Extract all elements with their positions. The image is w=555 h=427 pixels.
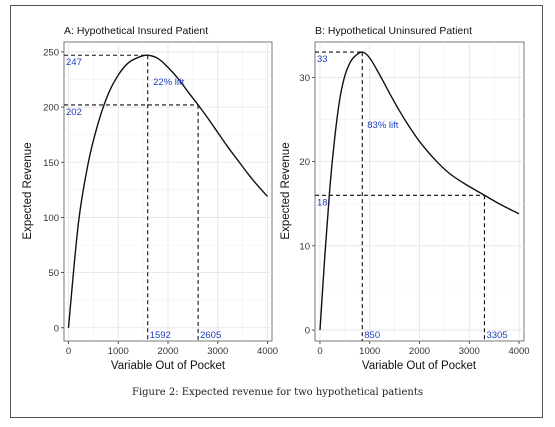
panel-b-xtick-label: 3000: [459, 346, 480, 357]
panel-b-ylabel: Expected Revenue: [280, 142, 292, 239]
panel-a-xtick-label: 0: [66, 346, 71, 357]
panel-a-xtick-label: 2000: [157, 346, 178, 357]
figure-caption: Figure 2: Expected revenue for two hypot…: [132, 387, 423, 398]
panel-b-ytick-label: 0: [305, 326, 310, 337]
panel-b-grid: [315, 42, 524, 341]
panel-a-ticks: 0 1000 2000 3000 4000 0 50 100 150 200 250: [43, 47, 278, 357]
panel-a-xtick-label: 1000: [108, 346, 129, 357]
panel-a-ytick-label: 100: [43, 213, 59, 224]
panel-b-xtick-label: 0: [317, 346, 322, 357]
panel-a: A: Hypothetical Insured Patient 0 1000 200…: [22, 25, 278, 372]
panel-b-ytick-label: 20: [299, 157, 310, 168]
panel-a-ymarker-label: 202: [66, 107, 82, 118]
panel-a-ytick-label: 50: [48, 268, 59, 279]
panel-b-guides: [315, 51, 485, 341]
panel-a-ytick-label: 0: [54, 323, 59, 334]
panel-b: B: Hypothetical Uninsured Patient 0 1000 2…: [280, 25, 530, 372]
panel-b-lift-note: 83% lift: [367, 120, 399, 131]
panel-a-ytick-label: 250: [43, 47, 59, 58]
panel-a-xmarker-label: 1592: [150, 330, 171, 341]
panel-a-title: A: Hypothetical Insured Patient: [64, 25, 208, 37]
panel-a-xtick-label: 4000: [257, 346, 278, 357]
panel-b-series-line: [319, 51, 520, 331]
panel-a-series-line: [67, 54, 269, 328]
panel-b-xlabel: Variable Out of Pocket: [362, 360, 477, 372]
panel-a-annotations: 247 202 1592 2605 22% lift: [66, 57, 221, 341]
panel-b-title: B: Hypothetical Uninsured Patient: [315, 25, 472, 37]
panel-a-lift-note: 22% lift: [153, 77, 185, 88]
panel-a-ymarker-label: 247: [66, 57, 82, 68]
panel-a-ylabel: Expected Revenue: [22, 142, 34, 239]
panel-a-xlabel: Variable Out of Pocket: [111, 360, 226, 372]
panel-b-xtick-label: 2000: [409, 346, 430, 357]
panel-b-xmarker-label: 3305: [486, 330, 507, 341]
panel-b-xtick-label: 4000: [508, 346, 529, 357]
panel-b-ticks: 0 1000 2000 3000 4000 0 10 20 30: [299, 73, 529, 357]
panel-b-ymarker-label: 18: [317, 197, 328, 208]
panel-b-xmarker-label: 850: [364, 330, 380, 341]
panel-b-ymarker-label: 33: [317, 54, 328, 65]
panel-a-ytick-label: 200: [43, 103, 59, 114]
panel-b-xtick-label: 1000: [359, 346, 380, 357]
panel-b-ytick-label: 30: [299, 73, 310, 84]
panel-a-ytick-label: 150: [43, 158, 59, 169]
panel-a-guides: [64, 54, 199, 341]
panel-b-ytick-label: 10: [299, 241, 310, 252]
panel-a-xtick-label: 3000: [207, 346, 228, 357]
panel-a-xmarker-label: 2605: [200, 330, 221, 341]
panel-a-grid: [64, 42, 272, 341]
panel-b-annotations: 33 18 850 3305 83% lift: [317, 54, 508, 341]
